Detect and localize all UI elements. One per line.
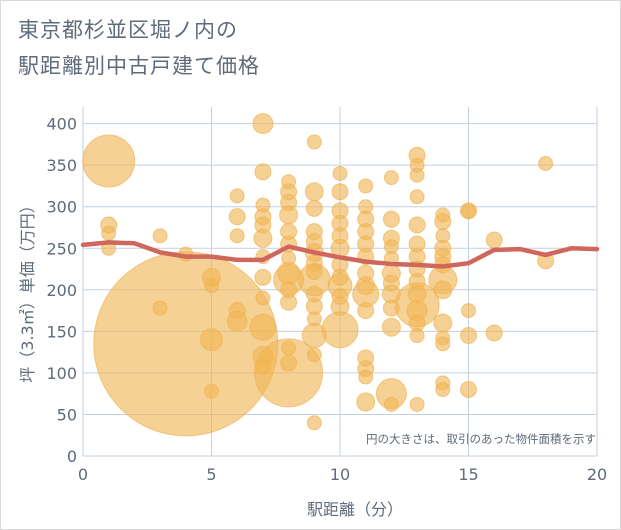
data-bubble: [409, 189, 425, 205]
data-bubble: [409, 167, 425, 183]
data-bubble: [249, 313, 277, 341]
y-tick-label: 150: [46, 322, 77, 341]
data-bubble: [409, 328, 425, 344]
data-bubble: [253, 228, 273, 248]
data-bubble: [460, 381, 477, 399]
data-bubble: [229, 188, 245, 204]
data-bubble: [304, 182, 324, 202]
data-bubble: [101, 225, 117, 241]
y-axis-label: 坪（3.3㎡）単価（万円）: [18, 197, 37, 382]
data-bubble: [408, 216, 426, 234]
data-bubble: [332, 165, 348, 181]
data-bubble: [280, 293, 298, 311]
y-tick-label: 300: [46, 198, 77, 217]
data-bubble: [255, 290, 271, 306]
data-bubble: [485, 324, 503, 342]
chart-title-line1: 東京都杉並区堀ノ内の: [18, 18, 238, 42]
data-bubble: [331, 183, 349, 201]
y-tick-label: 250: [46, 239, 77, 258]
data-bubble: [229, 228, 245, 244]
data-bubble: [358, 369, 374, 385]
data-bubble: [433, 280, 453, 300]
data-bubble: [433, 313, 453, 333]
x-tick-label: 5: [206, 465, 216, 484]
data-bubble: [460, 202, 477, 220]
data-bubble: [305, 199, 323, 217]
x-axis-label: 駅距離（分）: [307, 500, 403, 519]
y-tick-label: 400: [46, 115, 77, 134]
data-bubble: [382, 210, 400, 228]
trend-line-layer: [80, 240, 600, 269]
x-tick-label: 0: [78, 465, 88, 484]
data-bubble: [152, 228, 168, 244]
data-bubble: [254, 338, 324, 408]
y-tick-label: 200: [46, 281, 77, 300]
x-tick-label: 10: [330, 465, 350, 484]
data-bubble: [254, 268, 272, 286]
data-bubble: [381, 317, 401, 337]
size-note: 円の大きさは、取引のあった物件面積を示す: [366, 432, 596, 446]
y-tick-label: 100: [46, 364, 77, 383]
data-bubble: [306, 134, 322, 150]
data-bubble: [82, 134, 136, 188]
data-bubble: [228, 208, 246, 226]
data-bubble: [252, 113, 274, 135]
data-bubble: [435, 336, 451, 352]
data-bubble: [200, 328, 223, 352]
data-bubble: [538, 156, 554, 172]
y-tick-label: 0: [67, 447, 77, 466]
data-bubble: [383, 170, 399, 186]
data-bubble: [383, 396, 399, 412]
data-bubble: [409, 396, 425, 412]
x-tick-label: 20: [587, 465, 607, 484]
data-bubble: [434, 213, 452, 231]
data-bubble: [254, 163, 272, 181]
data-bubble: [279, 205, 299, 225]
y-tick-label: 350: [46, 156, 77, 175]
average-price-line: [80, 240, 600, 269]
data-bubble: [306, 415, 322, 431]
data-bubble: [321, 311, 359, 349]
data-bubble: [306, 347, 322, 363]
data-bubble: [357, 302, 375, 320]
bubble-layer: [82, 113, 555, 437]
data-bubble: [460, 327, 477, 345]
x-tick-label: 15: [458, 465, 478, 484]
data-bubble: [226, 310, 248, 332]
data-bubble: [356, 392, 376, 412]
data-bubble: [204, 278, 219, 294]
chart-title-line2: 駅距離別中古戸建て価格: [18, 54, 260, 78]
data-bubble: [204, 383, 219, 399]
data-bubble: [435, 382, 451, 398]
data-bubble: [485, 231, 503, 249]
y-tick-label: 50: [57, 405, 77, 424]
data-bubble: [93, 251, 279, 437]
data-bubble: [358, 178, 374, 194]
data-bubble: [461, 303, 476, 319]
